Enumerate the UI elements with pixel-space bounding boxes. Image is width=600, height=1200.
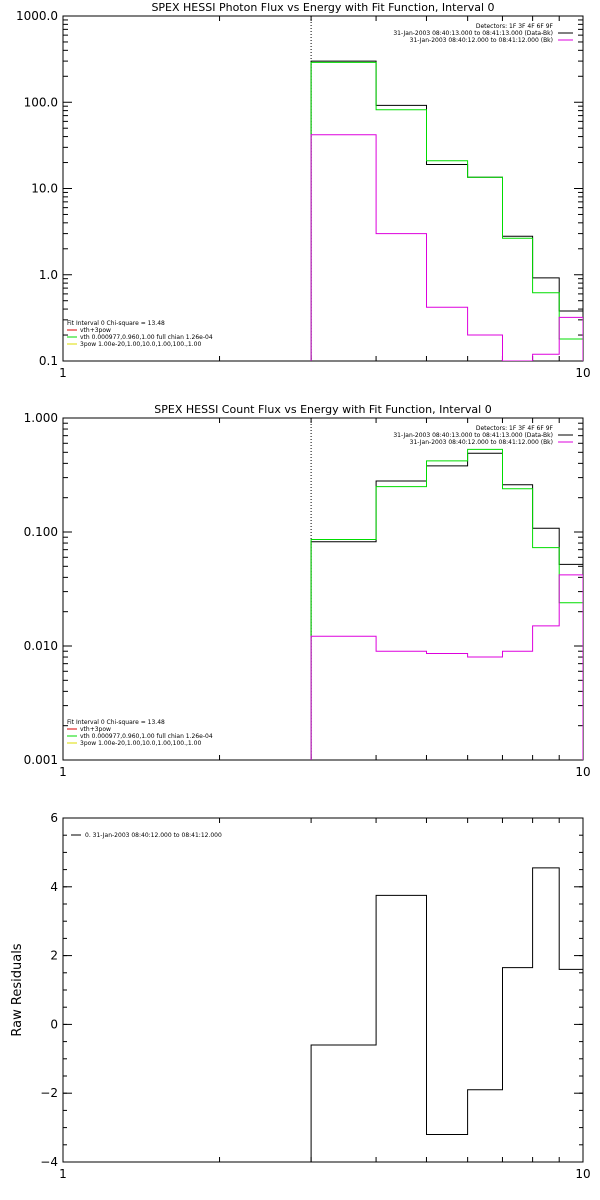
legend-bottom-text: vth 0.000977,0.960,1.00 full chian 1.26e…	[80, 334, 213, 341]
y-tick-label: 0.100	[24, 525, 58, 539]
x-tick-label: 10	[575, 765, 590, 779]
y-axis-label: Raw Residuals	[10, 943, 25, 1036]
legend-top-text: Detectors: 1F 3F 4F 6F 9F	[476, 425, 554, 432]
y-tick-label: 0.010	[24, 639, 58, 653]
legend-bottom-text: 3pow 1.00e-20,1.00,10.0,1.00,100.,1.00	[80, 341, 201, 348]
y-tick-label: 100.0	[24, 95, 58, 109]
legend-bottom-text: 3pow 1.00e-20,1.00,10.0,1.00,100.,1.00	[80, 740, 201, 747]
legend-bottom-text: vth+3pow	[80, 327, 111, 334]
y-tick-label: 10.0	[31, 182, 58, 196]
legend-top-text: 31-Jan-2003 08:40:13.000 to 08:41:13.000…	[393, 432, 553, 439]
legend-bottom-text: vth 0.000977,0.960,1.00 full chian 1.26e…	[80, 733, 213, 740]
y-tick-label: −2	[40, 1086, 58, 1100]
legend-bottom-text: Fit Interval 0 Chi-square = 13.48	[67, 719, 165, 726]
x-tick-label: 1	[59, 366, 67, 380]
x-tick-label: 10	[575, 366, 590, 380]
y-tick-label: 2	[50, 949, 58, 963]
chart-panel-3: −4 −2 0 2 4 6 1 10 Raw Residuals 0. 31-Jan-2003 0…	[10, 811, 591, 1181]
y-tick-label: −4	[40, 1155, 58, 1169]
legend-top-text: 31-Jan-2003 08:40:13.000 to 08:41:13.000…	[393, 30, 553, 37]
series-line-1	[310, 867, 583, 1162]
chart-panel-2: SPEX HESSI Count Flux vs Energy with Fit…	[24, 403, 591, 779]
series-group	[310, 867, 583, 1162]
y-tick-label: 4	[50, 880, 58, 894]
y-tick-label: 1000.0	[16, 9, 58, 23]
legend-bottom-text: Fit Interval 0 Chi-square = 13.48	[67, 320, 165, 327]
series-group	[310, 448, 583, 760]
y-tick-label: 1.0	[39, 268, 58, 282]
chart-title: SPEX HESSI Count Flux vs Energy with Fit…	[154, 403, 491, 416]
series-line-3	[310, 574, 583, 760]
y-tick-label: 6	[50, 811, 58, 825]
chart-panel-1: SPEX HESSI Photon Flux vs Energy with Fi…	[16, 1, 591, 380]
legend-top-text: 31-Jan-2003 08:40:12.000 to 08:41:12.000…	[410, 37, 553, 44]
x-tick-label: 10	[575, 1167, 590, 1181]
x-tick-label: 1	[59, 765, 67, 779]
y-tick-label: 1.000	[24, 411, 58, 425]
series-line-2	[310, 61, 583, 361]
x-tick-label: 1	[59, 1167, 67, 1181]
series-line-3	[310, 134, 583, 361]
y-tick-label: 0	[50, 1017, 58, 1031]
legend-top-text: 0. 31-Jan-2003 08:40:12.000 to 08:41:12.…	[85, 832, 222, 839]
y-tick-label: 0.001	[24, 753, 58, 767]
legend-bottom-text: vth+3pow	[80, 726, 111, 733]
legend-top-text: Detectors: 1F 3F 4F 6F 9F	[476, 23, 554, 30]
chart-panels: SPEX HESSI Photon Flux vs Energy with Fi…	[10, 1, 591, 1181]
chart-title: SPEX HESSI Photon Flux vs Energy with Fi…	[151, 1, 494, 14]
legend-top-text: 31-Jan-2003 08:40:12.000 to 08:41:12.000…	[410, 439, 553, 446]
series-group	[310, 60, 583, 361]
y-tick-label: 0.1	[39, 354, 58, 368]
